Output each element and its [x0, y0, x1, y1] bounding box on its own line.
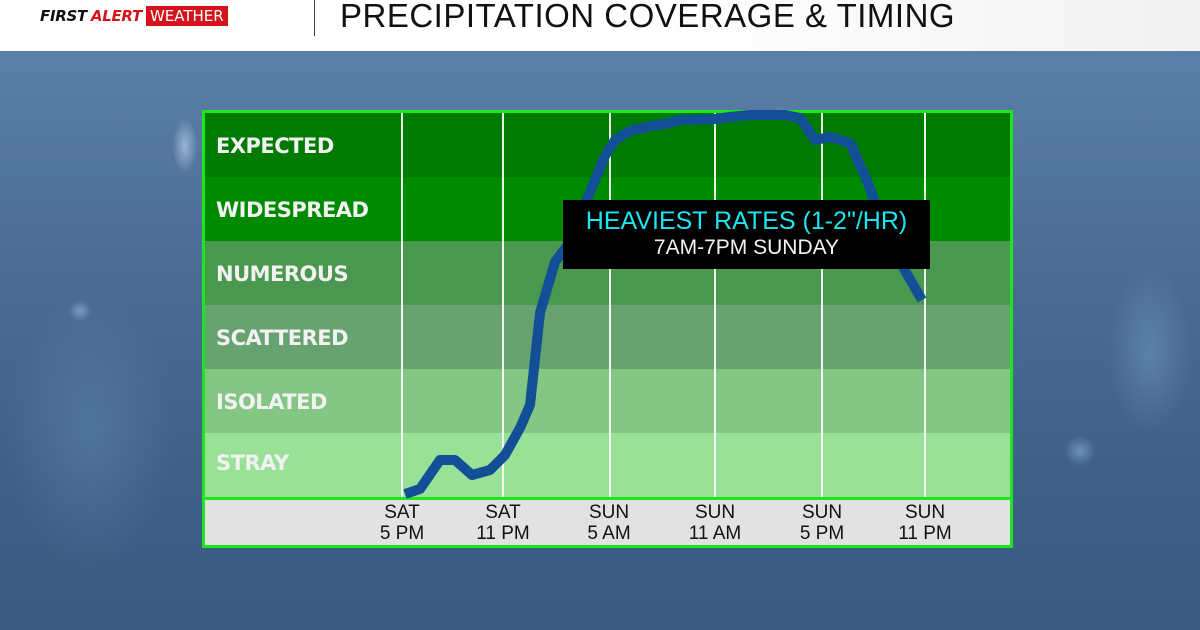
x-tick-sat-5pm: SAT 5 PM: [379, 502, 425, 544]
grid-line: [401, 113, 403, 497]
header-divider: [314, 0, 315, 36]
grid-line: [609, 113, 611, 497]
x-axis-separator: [205, 497, 1010, 500]
band-label-expected: EXPECTED: [216, 134, 334, 158]
x-tick-sun-5pm: SUN 5 PM: [799, 502, 845, 544]
band-label-widespread: WIDESPREAD: [216, 198, 369, 222]
grid-line: [924, 113, 926, 497]
first-alert-weather-logo: FIRST ALERT WEATHER: [40, 6, 228, 26]
band-label-scattered: SCATTERED: [216, 326, 349, 350]
x-tick-sun-5am: SUN 5 AM: [587, 502, 631, 544]
annotation-title: HEAVIEST RATES (1-2"/HR): [585, 207, 908, 235]
band-label-numerous: NUMEROUS: [216, 262, 349, 286]
x-tick-sat-11pm: SAT 11 PM: [476, 502, 530, 544]
grid-line: [821, 113, 823, 497]
heaviest-rates-annotation: HEAVIEST RATES (1-2"/HR) 7AM-7PM SUNDAY: [563, 200, 930, 269]
grid-line: [714, 113, 716, 497]
logo-first: FIRST: [40, 7, 87, 25]
band-stray: STRAY: [205, 433, 1010, 497]
band-label-isolated: ISOLATED: [216, 390, 327, 414]
x-tick-sun-11am: SUN 11 AM: [688, 502, 742, 544]
band-isolated: ISOLATED: [205, 369, 1010, 433]
page-title: PRECIPITATION COVERAGE & TIMING: [340, 0, 956, 34]
logo-weather: WEATHER: [145, 6, 228, 26]
annotation-subtitle: 7AM-7PM SUNDAY: [653, 236, 840, 259]
x-tick-sun-11pm: SUN 11 PM: [898, 502, 952, 544]
band-label-stray: STRAY: [216, 451, 289, 475]
header-bar: FIRST ALERT WEATHER PRECIPITATION COVERA…: [0, 0, 1200, 51]
logo-alert: ALERT: [90, 7, 142, 25]
grid-line: [502, 113, 504, 497]
band-scattered: SCATTERED: [205, 305, 1010, 369]
